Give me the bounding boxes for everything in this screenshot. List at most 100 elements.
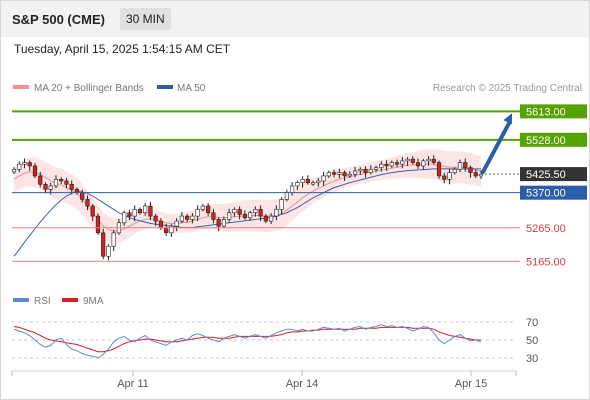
candle (190, 213, 195, 224)
candle (69, 180, 74, 195)
candle (358, 167, 363, 175)
candle (38, 171, 43, 188)
timestamp: Tuesday, April 15, 2025 1:54:15 AM CET (14, 42, 231, 56)
candle (368, 165, 373, 175)
candle (321, 171, 326, 186)
candle (111, 229, 116, 252)
candle (101, 228, 106, 260)
candle-body (216, 219, 221, 227)
level-tag-5528.00 (520, 132, 587, 147)
candle-body (185, 215, 190, 220)
candle (153, 214, 158, 227)
candle-body (368, 168, 373, 173)
ma50-legend-label: MA 50 (177, 83, 206, 94)
candle (221, 216, 226, 229)
price-levels: 5613.00 5528.00 5425.50 5370.00 5265.00 5165.… (12, 104, 587, 268)
candle (232, 207, 237, 217)
candle-body (95, 215, 101, 234)
header-bar: S&P 500 (CME) 30 MIN (1, 1, 589, 37)
candle-body (248, 212, 253, 219)
candle-body (69, 184, 74, 190)
candle-body (27, 162, 32, 167)
candle-body (468, 167, 473, 173)
candle (43, 182, 48, 194)
candle (389, 160, 394, 168)
candle (11, 167, 17, 174)
candle-body (410, 158, 415, 163)
candle-body (132, 209, 137, 217)
candle (185, 214, 190, 223)
candle-body (53, 178, 59, 187)
candle-body (394, 162, 400, 165)
candle-body (290, 185, 295, 193)
candle-body (179, 215, 185, 222)
candle-body (326, 172, 331, 177)
price-plot (11, 149, 484, 261)
arrow-head (503, 113, 512, 125)
candle (137, 207, 143, 215)
candle-body (373, 167, 379, 170)
candle-body (43, 184, 48, 190)
candle-body (316, 180, 321, 183)
candle (452, 167, 457, 175)
candle (394, 159, 400, 168)
candle (90, 204, 95, 222)
candle-body (258, 209, 263, 217)
candle (405, 157, 410, 166)
candle-body (200, 205, 205, 210)
candle (326, 170, 331, 178)
candle (148, 202, 153, 221)
candle-body (143, 205, 148, 214)
candle-body (122, 212, 127, 224)
candle-body (457, 162, 463, 170)
candle (305, 175, 310, 185)
candle-body (331, 172, 337, 175)
candle-body (442, 175, 447, 180)
timeframe-button[interactable]: 30 MIN (120, 8, 171, 30)
candle-body (206, 205, 211, 214)
candle-body (415, 162, 421, 167)
candle (473, 169, 478, 178)
ma50-legend-swatch (157, 85, 173, 89)
candle (442, 172, 447, 184)
candle (284, 189, 289, 202)
candle-body (400, 160, 405, 165)
candle (179, 212, 185, 224)
rsi-legend-swatch (13, 298, 29, 302)
candle-body (38, 175, 43, 185)
candle-body (11, 168, 17, 173)
candle-body (153, 215, 158, 222)
candle (347, 171, 352, 178)
candle-body (269, 215, 274, 222)
candle-body (64, 180, 69, 185)
level-label-5613.00: 5613.00 (526, 106, 566, 118)
bb-legend-swatch (13, 85, 29, 89)
candle-body (305, 178, 310, 183)
candle (421, 158, 426, 170)
candle (426, 156, 431, 166)
candle (410, 156, 415, 165)
candle (206, 203, 211, 216)
candle-body (232, 209, 237, 214)
ma50-line (13, 168, 481, 257)
candle (127, 209, 132, 221)
candle (269, 213, 274, 225)
candle-body (363, 168, 368, 173)
candle (274, 205, 279, 221)
candle-body (211, 212, 216, 220)
candle-body (447, 172, 452, 180)
level-tag-5613.00 (520, 104, 587, 119)
candle-body (164, 227, 169, 234)
level-label-5425.50: 5425.50 (526, 169, 566, 181)
candle (17, 161, 22, 173)
candle (258, 205, 263, 222)
candle (32, 162, 38, 178)
candle-body (237, 209, 242, 215)
candle-body (379, 163, 384, 168)
candle-body (85, 199, 90, 207)
candle-body (101, 232, 106, 257)
candle-body (174, 220, 179, 227)
candle (143, 203, 148, 216)
candle-body (169, 225, 174, 234)
candle-body (32, 165, 38, 177)
